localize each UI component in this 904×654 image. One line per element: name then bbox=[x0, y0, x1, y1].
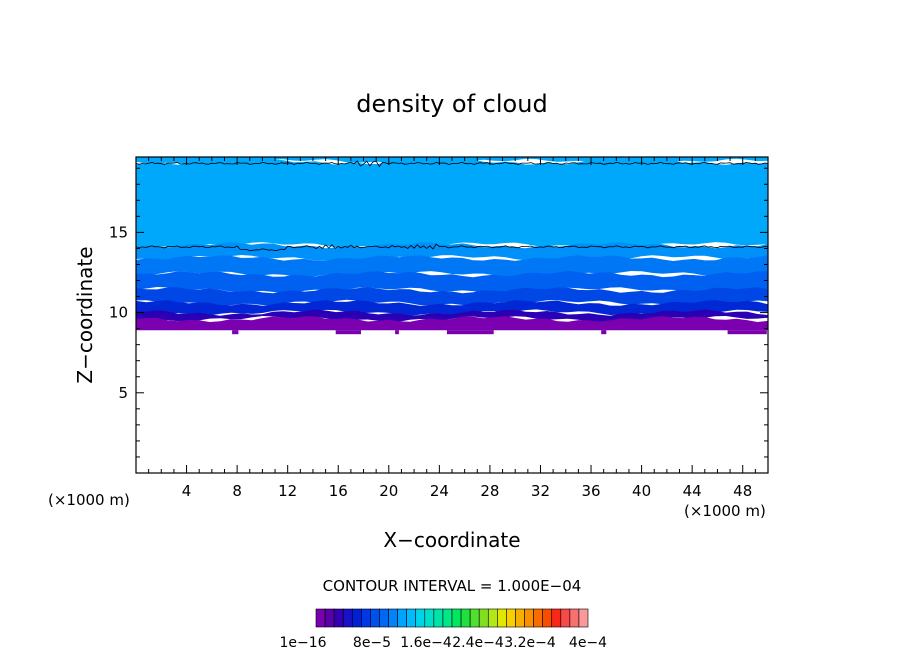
colorbar-swatch bbox=[469, 608, 480, 628]
colorbar-label: 1.6e−4 bbox=[400, 635, 452, 651]
colorbar-swatch bbox=[315, 608, 326, 628]
band-1 bbox=[136, 158, 768, 249]
colorbar bbox=[315, 608, 589, 628]
y-tick-label: 15 bbox=[109, 223, 128, 241]
colorbar-swatch bbox=[351, 608, 362, 628]
colorbar-swatch bbox=[388, 608, 398, 628]
colorbar-labels: 1e−16 8e−5 1.6e−4 2.4e−4 3.2e−4 4e−4 bbox=[279, 635, 607, 651]
contour-line-1 bbox=[135, 243, 769, 252]
x-tick-label: 20 bbox=[379, 482, 398, 500]
colorbar-swatch bbox=[524, 608, 534, 628]
band-3 bbox=[136, 255, 768, 278]
cloud-base-bump-3 bbox=[446, 330, 494, 335]
chart-title: density of cloud bbox=[356, 90, 547, 118]
band-6 bbox=[136, 300, 768, 316]
colorbar-swatch bbox=[560, 608, 571, 628]
x-unit-left: (×1000 m) bbox=[48, 491, 130, 509]
band-7 bbox=[136, 309, 768, 323]
colorbar-swatch bbox=[433, 608, 444, 628]
band-5 bbox=[136, 287, 768, 306]
x-axis-ticks: 4 8 12 16 20 24 28 32 36 40 44 48 bbox=[148, 157, 756, 500]
band-8 bbox=[136, 316, 768, 331]
colorbar-swatch bbox=[342, 608, 353, 628]
x-tick-label: 40 bbox=[632, 482, 651, 500]
x-tick-label: 44 bbox=[683, 482, 702, 500]
colorbar-label: 1e−16 bbox=[279, 635, 326, 651]
colorbar-swatch bbox=[497, 608, 507, 628]
cloud-base-bump-5 bbox=[727, 330, 767, 335]
y-tick-label: 5 bbox=[118, 384, 128, 402]
x-tick-label: 8 bbox=[232, 482, 242, 500]
colorbar-swatch bbox=[533, 608, 543, 628]
colorbar-swatch bbox=[506, 608, 516, 628]
colorbar-swatch bbox=[324, 608, 335, 628]
plot-area bbox=[135, 157, 769, 335]
x-tick-label: 32 bbox=[531, 482, 550, 500]
x-tick-label: 12 bbox=[278, 482, 297, 500]
colorbar-swatch bbox=[379, 608, 389, 628]
cloud-base-bump-0 bbox=[232, 330, 239, 335]
colorbar-label: 3.2e−4 bbox=[504, 635, 556, 651]
y-axis-label: Z−coordinate bbox=[73, 246, 97, 383]
colorbar-swatch bbox=[578, 608, 589, 628]
x-tick-label: 36 bbox=[581, 482, 600, 500]
colorbar-swatch bbox=[361, 608, 371, 628]
y-tick-label: 10 bbox=[109, 304, 128, 322]
x-tick-label: 48 bbox=[733, 482, 752, 500]
colorbar-swatch bbox=[487, 608, 498, 628]
cloud-base-bump-2 bbox=[395, 330, 399, 335]
colorbar-swatch bbox=[370, 608, 380, 628]
contour-interval-label: CONTOUR INTERVAL = 1.000E−04 bbox=[323, 577, 582, 595]
colorbar-swatch bbox=[542, 608, 553, 628]
colorbar-swatch bbox=[451, 608, 462, 628]
colorbar-swatch bbox=[406, 608, 417, 628]
colorbar-swatch bbox=[460, 608, 471, 628]
contour-line-0 bbox=[135, 160, 769, 168]
x-unit-right: (×1000 m) bbox=[684, 502, 766, 520]
colorbar-label: 4e−4 bbox=[569, 635, 607, 651]
colorbar-label: 8e−5 bbox=[353, 635, 391, 651]
x-tick-label: 28 bbox=[480, 482, 499, 500]
x-axis-label: X−coordinate bbox=[383, 528, 520, 552]
x-tick-label: 4 bbox=[182, 482, 192, 500]
colorbar-swatch bbox=[397, 608, 407, 628]
y-axis-ticks: 5 10 15 bbox=[109, 167, 768, 458]
colorbar-swatch bbox=[515, 608, 525, 628]
colorbar-swatch bbox=[415, 608, 426, 628]
colorbar-swatch bbox=[569, 608, 580, 628]
cloud-base-bump-4 bbox=[601, 330, 607, 335]
colorbar-swatch bbox=[551, 608, 562, 628]
x-tick-label: 16 bbox=[329, 482, 348, 500]
x-tick-label: 24 bbox=[430, 482, 449, 500]
colorbar-swatch bbox=[424, 608, 435, 628]
band-4 bbox=[136, 270, 768, 294]
cloud-base-bump-1 bbox=[335, 330, 361, 335]
colorbar-swatch bbox=[333, 608, 344, 628]
colorbar-label: 2.4e−4 bbox=[452, 635, 504, 651]
colorbar-swatch bbox=[478, 608, 489, 628]
colorbar-swatch bbox=[442, 608, 453, 628]
